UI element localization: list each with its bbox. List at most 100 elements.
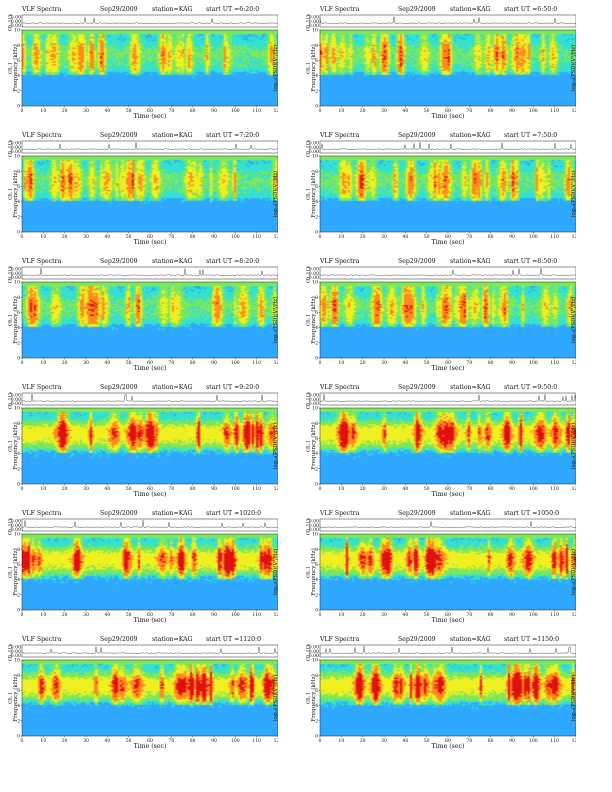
spectrogram-channel-label: ch.1 xyxy=(306,314,312,326)
x-tick-label: 40 xyxy=(402,108,408,114)
x-tick-label: 110 xyxy=(252,612,261,618)
waveform-axis-label: ch.1(V) xyxy=(8,140,14,157)
frequency-axis-label: Frequency (kHz) xyxy=(310,548,317,596)
x-tick-label: 70 xyxy=(466,612,472,618)
x-tick-label: 0 xyxy=(319,360,322,366)
waveform-tick-label: 0.00 xyxy=(309,527,319,533)
panel-station: station=KAG xyxy=(450,258,491,265)
waveform-tick-label: 0.00 xyxy=(11,19,21,25)
x-tick-label: 10 xyxy=(40,108,46,114)
x-tick-label: 90 xyxy=(509,234,515,240)
waveform-frame xyxy=(319,644,576,658)
waveform-tick-label: 0.00 xyxy=(309,397,319,403)
y-tick-label: 2 xyxy=(315,592,318,598)
y-tick-label: 10 xyxy=(312,154,318,160)
colorbar-label: log₁₀(PSD)(V²/Hz) xyxy=(272,297,278,343)
y-tick-label: 2 xyxy=(315,466,318,472)
spectrogram-heatmap xyxy=(22,660,278,736)
x-tick-label: 30 xyxy=(381,234,387,240)
waveform-tick-label: 0.00 xyxy=(11,527,21,533)
x-tick-label: 70 xyxy=(168,108,174,114)
colorbar-label: log₁₀(PSD)(V²/Hz) xyxy=(272,675,278,721)
waveform-tick-label: 0.00 xyxy=(309,653,319,659)
spectrogram-heatmap xyxy=(320,408,576,484)
spectrogram-channel-label: ch.1 xyxy=(8,440,14,452)
waveform-frame xyxy=(319,14,576,28)
y-tick-label: 0 xyxy=(315,734,318,740)
spectrogram-channel-label: ch.1 xyxy=(306,566,312,578)
y-tick-label: 2 xyxy=(315,340,318,346)
y-tick-label: 10 xyxy=(312,280,318,286)
waveform-tick-label: 0.00 xyxy=(11,275,21,281)
x-tick-label: 110 xyxy=(550,108,559,114)
panel-header: VLF Spectra Sep29/2009 station=KAG start UT… xyxy=(22,132,278,140)
x-tick-label: 110 xyxy=(550,486,559,492)
x-tick-label: 120 xyxy=(274,612,278,618)
panel-date: Sep29/2009 xyxy=(398,510,436,517)
y-tick-label: 0 xyxy=(17,482,20,488)
x-tick-label: 90 xyxy=(211,234,217,240)
x-tick-label: 20 xyxy=(62,612,68,618)
panel-station: station=KAG xyxy=(450,132,491,139)
x-tick-label: 60 xyxy=(147,486,153,492)
waveform-axis-label: ch.1(V) xyxy=(306,14,312,31)
waveform-tick-label: 0.00 xyxy=(11,649,21,655)
x-axis-label: Time (sec) xyxy=(134,113,167,120)
y-tick-label: 10 xyxy=(14,658,20,664)
waveform-tick-label: 0.00 xyxy=(309,401,319,407)
spectrogram-heatmap xyxy=(22,408,278,484)
waveform-axis-label: ch.1(V) xyxy=(306,518,312,535)
waveform-trace xyxy=(21,142,278,150)
x-tick-label: 120 xyxy=(572,738,576,744)
waveform-frame xyxy=(21,392,278,406)
x-tick-label: 40 xyxy=(104,108,110,114)
x-tick-label: 0 xyxy=(319,486,322,492)
x-tick-label: 100 xyxy=(529,108,538,114)
panel-date: Sep29/2009 xyxy=(100,132,138,139)
panel-title: VLF Spectra xyxy=(22,384,62,391)
y-tick-label: 0 xyxy=(17,734,20,740)
x-tick-label: 40 xyxy=(402,234,408,240)
x-tick-label: 50 xyxy=(424,486,430,492)
x-tick-label: 110 xyxy=(550,738,559,744)
y-tick-label: 10 xyxy=(312,532,318,538)
y-tick-label: 8 xyxy=(315,547,318,553)
y-tick-label: 4 xyxy=(17,73,20,79)
x-tick-label: 70 xyxy=(168,234,174,240)
waveform-axis-label: ch.1(V) xyxy=(8,518,14,535)
spectra-panel: VLF Spectra Sep29/2009 station=KAG start UT… xyxy=(306,6,576,130)
x-tick-label: 40 xyxy=(104,612,110,618)
x-tick-label: 10 xyxy=(338,234,344,240)
x-tick-label: 70 xyxy=(466,486,472,492)
x-tick-label: 60 xyxy=(445,234,451,240)
colorbar-label: log₁₀(PSD)(V²/Hz) xyxy=(272,423,278,469)
x-tick-label: 100 xyxy=(231,234,240,240)
panel-station: station=KAG xyxy=(450,384,491,391)
waveform-tick-label: 0.00 xyxy=(309,149,319,155)
waveform-frame xyxy=(319,518,576,532)
x-tick-label: 60 xyxy=(147,738,153,744)
x-tick-label: 20 xyxy=(360,738,366,744)
x-axis-label: Time (sec) xyxy=(432,743,465,750)
waveform-tick-label: 0.00 xyxy=(309,23,319,29)
x-tick-label: 50 xyxy=(424,108,430,114)
spectra-panel: VLF Spectra Sep29/2009 station=KAG start UT… xyxy=(8,6,278,130)
y-tick-label: 4 xyxy=(17,451,20,457)
waveform-frame xyxy=(21,266,278,280)
x-tick-label: 40 xyxy=(402,486,408,492)
spectrogram-heatmap xyxy=(320,534,576,610)
y-tick-label: 0 xyxy=(17,230,20,236)
x-axis-label: Time (sec) xyxy=(134,617,167,624)
y-tick-label: 8 xyxy=(315,673,318,679)
x-tick-label: 10 xyxy=(338,108,344,114)
x-tick-label: 60 xyxy=(147,612,153,618)
panel-header: VLF Spectra Sep29/2009 station=KAG start UT… xyxy=(22,384,278,392)
spectrogram-heatmap xyxy=(320,156,576,232)
waveform-trace xyxy=(319,16,576,24)
waveform-trace xyxy=(319,268,576,276)
y-tick-label: 0 xyxy=(17,356,20,362)
